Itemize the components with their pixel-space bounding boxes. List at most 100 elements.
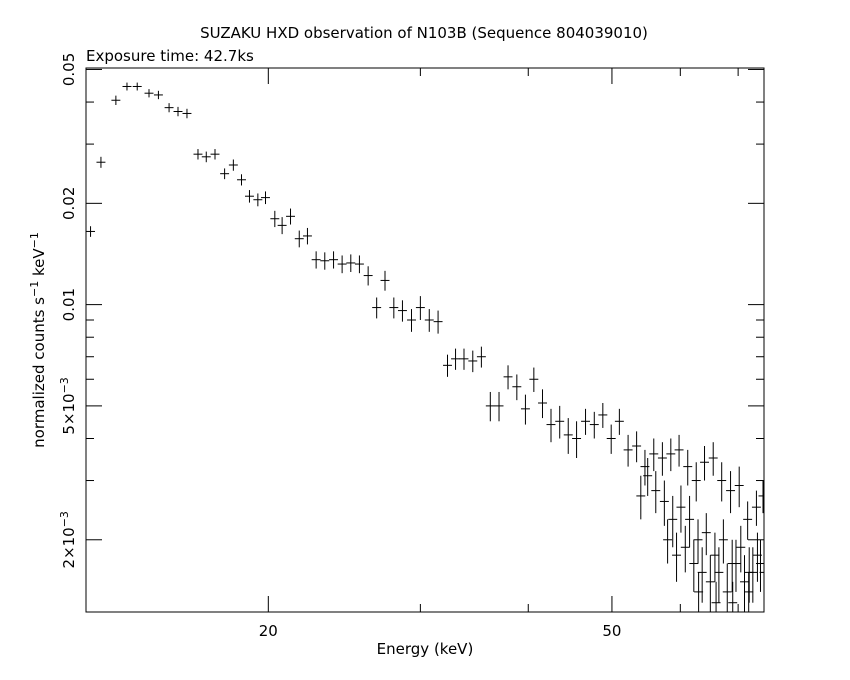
data-point [680, 525, 690, 573]
data-point [261, 191, 270, 205]
data-point [657, 442, 667, 476]
data-point [689, 539, 699, 592]
data-point [744, 572, 754, 612]
data-point [683, 449, 693, 486]
data-point [731, 539, 741, 592]
data-point [476, 346, 486, 368]
data-point [555, 405, 565, 439]
data-point [253, 193, 263, 207]
data-point [546, 408, 556, 443]
y-tick-label: 0.05 [60, 53, 78, 86]
data-point [643, 458, 653, 496]
data-point [220, 168, 230, 180]
data-point [320, 252, 330, 270]
data-point [651, 471, 661, 514]
data-point [164, 103, 174, 113]
data-point [572, 421, 582, 459]
data-point [468, 350, 478, 373]
data-point [727, 539, 737, 592]
data-point [748, 547, 758, 603]
y-tick-label: 5×10−3 [58, 377, 78, 434]
chart-title: SUZAKU HXD observation of N103B (Sequenc… [200, 24, 648, 42]
data-point [372, 297, 382, 319]
data-point [740, 555, 749, 612]
y-tick-label: 0.01 [60, 288, 78, 321]
data-point [380, 270, 390, 291]
data-point [736, 525, 746, 573]
data-point [286, 208, 295, 225]
data-point [329, 251, 339, 269]
data-point [718, 519, 728, 564]
y-tick-label: 2×10−3 [58, 511, 78, 568]
data-point [728, 581, 738, 612]
data-point [459, 348, 469, 370]
data-point [672, 532, 682, 582]
data-point [685, 495, 695, 548]
data-point [705, 555, 715, 612]
data-point [756, 539, 764, 592]
data-point [443, 354, 452, 377]
data-point [424, 309, 434, 332]
data-point [111, 95, 121, 106]
data-point [734, 466, 744, 508]
data-point [193, 149, 203, 160]
data-point [693, 519, 703, 564]
data-point [708, 442, 718, 476]
data-point [173, 106, 183, 117]
data-point [244, 190, 254, 203]
data-point [201, 151, 211, 163]
data-point [354, 255, 364, 274]
data-point [710, 532, 720, 582]
data-point [363, 266, 373, 286]
data-point [182, 108, 192, 119]
data-point [589, 411, 599, 439]
data-point [701, 513, 711, 556]
data-point [311, 251, 321, 269]
data-point [694, 572, 704, 612]
data-point [144, 89, 154, 98]
data-point [277, 217, 287, 235]
x-axis-label: Energy (keV) [377, 640, 474, 658]
data-point [659, 480, 669, 526]
data-point [632, 431, 642, 463]
data-point [714, 547, 724, 603]
data-point [397, 300, 407, 322]
data-point [503, 365, 513, 390]
data-point [494, 391, 504, 422]
data-point [717, 462, 727, 502]
data-point [581, 408, 591, 435]
data-point [451, 348, 461, 370]
data-point [415, 296, 425, 321]
data-point [337, 255, 347, 274]
y-axis-label-mid: keV [30, 248, 48, 281]
data-point [294, 230, 304, 248]
data-point [346, 254, 356, 273]
data-point [96, 156, 106, 168]
axis-ticks [86, 68, 764, 612]
data-point [606, 424, 616, 454]
data-point [512, 374, 522, 401]
data-point [674, 434, 684, 467]
data-point [302, 227, 312, 245]
data-point [538, 389, 547, 419]
y-axis-label-main: normalized counts s [30, 297, 48, 448]
data-point [663, 519, 673, 564]
data-point [270, 210, 280, 228]
data-point [722, 563, 732, 612]
data-point [758, 480, 764, 514]
y-axis-label: normalized counts s−1 keV−1 [28, 232, 48, 448]
data-point [751, 490, 761, 526]
y-axis-label-sup2: −1 [28, 232, 41, 248]
chart-subtitle: Exposure time: 42.7ks [86, 47, 254, 65]
data-point [237, 174, 246, 186]
data-point [636, 475, 646, 520]
data-point [563, 418, 573, 454]
data-point [389, 297, 399, 319]
data-points [86, 82, 765, 612]
data-point [598, 403, 608, 428]
data-point [743, 501, 753, 540]
data-point [668, 495, 678, 548]
data-point [711, 581, 721, 612]
data-point [700, 445, 709, 481]
